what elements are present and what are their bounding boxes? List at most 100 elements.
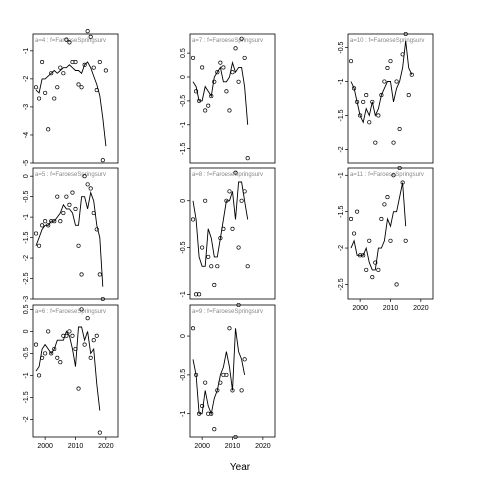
y-tick-label: -2.5 (338, 278, 345, 290)
data-point (239, 388, 244, 393)
plot-frame (189, 304, 276, 438)
data-point (224, 89, 229, 94)
data-point (55, 85, 60, 90)
data-point (61, 333, 66, 338)
panel-label: a=5 : f=FaroeseSpringsurv (35, 172, 106, 178)
data-point (61, 210, 66, 216)
data-point (43, 351, 48, 356)
data-point (239, 36, 244, 41)
data-point (190, 326, 196, 331)
data-point (194, 89, 199, 94)
data-point (348, 216, 354, 221)
y-tick-label: -1.5 (180, 143, 187, 155)
y-tick-label: -1 (180, 122, 187, 128)
y-tick-label: -1.5 (338, 109, 345, 121)
fitted-line (192, 60, 249, 125)
data-point (206, 103, 211, 108)
data-point (203, 198, 208, 203)
data-point (52, 96, 57, 101)
data-point (73, 206, 78, 211)
data-point (212, 79, 217, 84)
data-point (376, 267, 381, 272)
data-point (79, 85, 84, 90)
y-tick-label: -0.5 (180, 241, 187, 253)
panels-group: a=4 : f=FaroeseSpringsurv-5-4-3-2-1a=5 :… (23, 29, 434, 450)
data-point (221, 65, 226, 70)
data-point (52, 346, 57, 352)
y-tick-label: -2 (338, 245, 345, 251)
data-point (100, 158, 105, 163)
panel-2: a=5 : f=FaroeseSpringsurv -3 -2.5 -2 -1.5 -1 -… (23, 167, 119, 302)
plot-frame (32, 33, 119, 164)
data-point (403, 238, 408, 243)
plot-frame (32, 304, 119, 438)
y-tick-label: -0.5 (180, 369, 187, 381)
x-tick-label: 2010 (68, 443, 84, 450)
data-point (70, 333, 75, 338)
data-point (58, 219, 63, 224)
data-point (352, 231, 357, 236)
y-tick-label: -1.5 (23, 231, 30, 243)
data-point (91, 338, 96, 343)
data-point (37, 96, 42, 101)
y-tick-label: -3 (23, 296, 30, 302)
y-tick-label: -2 (23, 76, 30, 82)
data-point (227, 326, 232, 331)
data-point (382, 202, 387, 207)
data-point (103, 68, 108, 73)
data-point (236, 245, 241, 250)
panel-8: a=11 : f=FaroeseSpringsurv -2.5 -2 -1.5 -1 20… (338, 165, 434, 312)
y-tick-label: -2.5 (23, 272, 30, 284)
data-point (67, 329, 72, 334)
data-point (46, 223, 51, 228)
data-point (373, 140, 378, 145)
x-axis-label: Year (230, 462, 251, 473)
y-tick-label: -2 (338, 146, 345, 152)
y-tick-label: -2 (23, 416, 30, 422)
data-point (236, 302, 241, 308)
data-point (82, 342, 87, 347)
x-tick-label: 2020 (255, 443, 271, 450)
plot-frame (32, 167, 119, 300)
data-point (76, 82, 81, 87)
data-point (70, 59, 75, 65)
data-point (379, 216, 384, 221)
data-point (406, 93, 411, 98)
data-point (91, 210, 96, 216)
panel-6: a=9 : f=FaroeseSpringsurv -1 -0.5 0 2000 2010… (180, 302, 276, 450)
data-point (367, 120, 372, 125)
y-tick-label: 0 (23, 174, 30, 178)
y-tick-label: 0 (180, 75, 187, 79)
panel-label: a=6 : f=FaroeseSpringsurv (35, 309, 106, 315)
data-point (37, 243, 42, 248)
data-point (190, 217, 196, 222)
panel-3: a=6 : f=FaroeseSpringsurv -2 -1.5 -1 -0.5 0 0.… (23, 304, 119, 450)
data-point (88, 186, 93, 191)
data-point (40, 59, 45, 65)
data-point (379, 93, 384, 98)
data-point (200, 245, 205, 250)
data-point (46, 127, 51, 132)
fitted-line (35, 190, 104, 287)
data-point (33, 231, 39, 236)
data-point (85, 316, 90, 321)
x-tick-label: 2000 (37, 443, 53, 450)
data-point (239, 198, 244, 203)
data-point (190, 55, 196, 60)
data-point (52, 219, 57, 224)
data-point (79, 307, 84, 312)
data-point (218, 236, 223, 241)
y-tick-label: -1.5 (338, 206, 345, 218)
panel-7: a=10 : f=FaroeseSpringsurv -2 -1.5 -1 -0.5 (338, 31, 434, 164)
panel-5: a=8 : f=FaroeseSpringsurv -1 -0.5 0 (180, 167, 276, 300)
data-point (370, 275, 375, 280)
data-point (391, 173, 396, 178)
data-point (376, 113, 381, 118)
y-tick-label: 0 (180, 199, 187, 203)
data-point (79, 272, 84, 277)
data-point (364, 93, 369, 98)
data-point (209, 264, 214, 269)
data-point (242, 357, 247, 362)
x-tick-label: 2010 (225, 443, 241, 450)
data-point (361, 253, 366, 258)
